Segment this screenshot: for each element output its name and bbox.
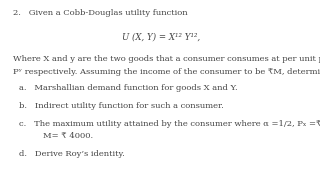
Text: 2.   Given a Cobb-Douglas utility function: 2. Given a Cobb-Douglas utility function xyxy=(13,9,188,17)
Text: Where X and y are the two goods that a consumer consumes at per unit prices of P: Where X and y are the two goods that a c… xyxy=(13,55,320,63)
Text: c.   The maximum utility attained by the consumer where α =1/2, Pₓ =₹ 2, Pʸ = ₹ : c. The maximum utility attained by the c… xyxy=(19,120,320,128)
Text: Pʸ respectively. Assuming the income of the consumer to be ₹M, determine:: Pʸ respectively. Assuming the income of … xyxy=(13,68,320,75)
Text: M= ₹ 4000.: M= ₹ 4000. xyxy=(43,132,93,140)
Text: U (X, Y) = X¹² Y¹²,: U (X, Y) = X¹² Y¹², xyxy=(122,32,200,41)
Text: d.   Derive Roy’s identity.: d. Derive Roy’s identity. xyxy=(19,150,125,158)
Text: a.   Marshallian demand function for goods X and Y.: a. Marshallian demand function for goods… xyxy=(19,84,238,92)
Text: b.   Indirect utility function for such a consumer.: b. Indirect utility function for such a … xyxy=(19,102,224,110)
